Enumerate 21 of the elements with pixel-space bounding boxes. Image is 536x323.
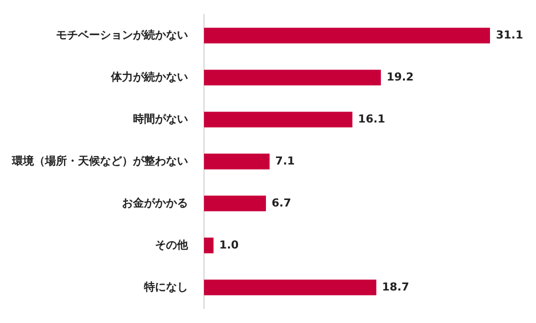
- data-label: 16.1: [358, 112, 386, 126]
- bar: [204, 280, 376, 296]
- data-label: 31.1: [496, 28, 524, 42]
- bar: [204, 196, 266, 212]
- y-tick-label: 特になし: [143, 280, 188, 294]
- bar: [204, 238, 214, 254]
- data-label: 18.7: [382, 280, 410, 294]
- bar: [204, 154, 270, 170]
- data-label: 6.7: [272, 196, 292, 210]
- y-tick-label: 環境（場所・天候など）が整わない: [11, 154, 188, 168]
- y-tick-label: モチベーションが続かない: [56, 28, 188, 42]
- bar: [204, 70, 381, 86]
- y-tick-label: お金がかかる: [122, 196, 188, 210]
- bar: [204, 28, 490, 44]
- y-tick-label: 体力が続かない: [110, 70, 188, 84]
- y-tick-label: 時間がない: [133, 112, 188, 126]
- data-label: 1.0: [219, 238, 240, 252]
- data-label: 7.1: [275, 154, 295, 168]
- y-tick-label: その他: [155, 238, 189, 252]
- data-label: 19.2: [386, 70, 414, 84]
- bar: [204, 112, 352, 128]
